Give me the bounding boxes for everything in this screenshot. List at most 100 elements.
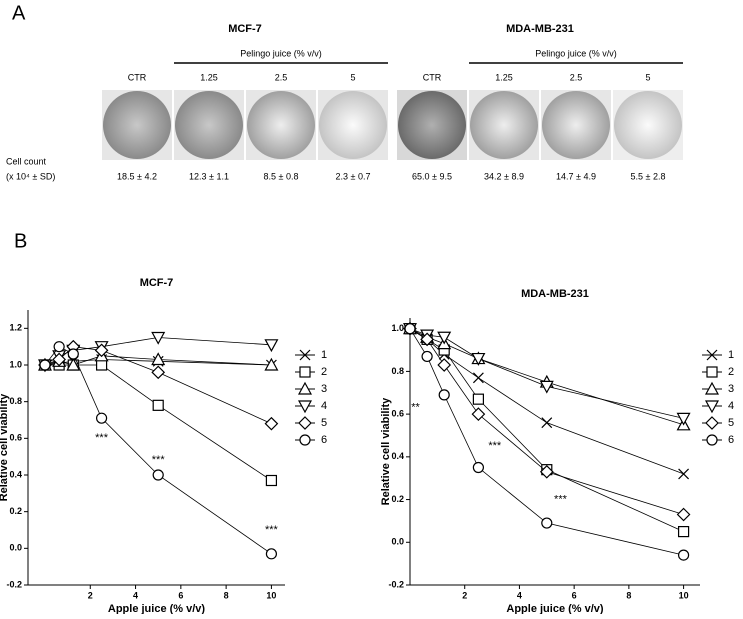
- group-label: Pelingo juice (% v/v): [535, 48, 617, 58]
- marker: [265, 474, 278, 487]
- column-label: CTR: [423, 72, 442, 82]
- annotation: **: [411, 402, 420, 414]
- cell-count: 12.3 ± 1.1: [189, 171, 229, 181]
- marker: [298, 416, 312, 430]
- marker: [53, 341, 65, 353]
- marker: [420, 332, 434, 347]
- panel-label: B: [14, 230, 27, 252]
- marker: [704, 400, 720, 414]
- marker: [67, 348, 79, 360]
- column-label: 2.5: [275, 72, 288, 82]
- legend-label: 5: [728, 417, 734, 429]
- marker: [677, 525, 690, 538]
- annotation: ***: [265, 524, 279, 536]
- x-tick-label: 2: [88, 590, 93, 600]
- row-label: (x 10⁴ ± SD): [6, 171, 55, 181]
- column-label: CTR: [128, 72, 147, 82]
- marker: [94, 343, 109, 358]
- group-label: Pelingo juice (% v/v): [240, 48, 322, 58]
- legend-label: 5: [321, 417, 327, 429]
- y-tick-label: 0.6: [391, 408, 404, 418]
- cell-count: 65.0 ± 9.5: [412, 171, 452, 181]
- marker: [66, 357, 81, 371]
- cell-count: 5.5 ± 2.8: [631, 171, 666, 181]
- marker: [297, 400, 313, 414]
- marker: [706, 349, 718, 361]
- marker: [95, 359, 108, 371]
- marker: [299, 434, 311, 446]
- marker: [676, 412, 691, 426]
- chart-title: MDA-MB-231: [521, 288, 589, 300]
- marker: [678, 468, 690, 480]
- x-tick-label: 8: [626, 590, 631, 600]
- marker: [471, 407, 486, 421]
- marker: [705, 416, 719, 430]
- marker: [539, 464, 554, 479]
- marker: [437, 331, 452, 345]
- x-tick-label: 10: [679, 590, 689, 600]
- series-line: [409, 328, 684, 419]
- series-line: [409, 328, 684, 515]
- x-tick-label: 6: [572, 590, 577, 600]
- column-label: 5: [350, 72, 355, 82]
- cell-count: 8.5 ± 0.8: [264, 171, 299, 181]
- y-tick-label: 0.2: [9, 506, 22, 516]
- legend-label: 4: [321, 400, 327, 412]
- cell-count: 2.3 ± 0.7: [336, 171, 371, 181]
- cell-count: 14.7 ± 4.9: [556, 171, 596, 181]
- x-tick-label: 10: [266, 590, 276, 600]
- series-line: [409, 328, 684, 475]
- legend-label: 3: [321, 383, 327, 395]
- marker: [704, 381, 720, 395]
- marker: [421, 350, 433, 363]
- marker: [265, 548, 278, 560]
- marker: [471, 352, 486, 366]
- legend-label: 2: [728, 366, 734, 378]
- row-label: Cell count: [6, 156, 47, 166]
- marker: [151, 352, 166, 366]
- plate-photos: [102, 90, 683, 160]
- y-tick-label: 0.0: [391, 537, 404, 547]
- y-tick-label: 1.0: [9, 359, 22, 369]
- marker: [541, 517, 553, 529]
- marker: [152, 399, 164, 411]
- marker: [264, 339, 279, 353]
- annotation: ***: [554, 493, 568, 505]
- panel-title: MDA-MB-231: [506, 23, 574, 35]
- marker: [152, 469, 164, 481]
- column-label: 1.25: [495, 72, 513, 82]
- marker: [541, 417, 553, 429]
- marker: [151, 331, 166, 345]
- legend-label: 4: [728, 400, 734, 412]
- x-tick-label: 8: [224, 590, 229, 600]
- legend-label: 6: [728, 434, 734, 446]
- marker: [472, 393, 484, 405]
- annotation: ***: [95, 432, 109, 444]
- annotation: ***: [152, 454, 166, 466]
- marker: [472, 461, 484, 474]
- marker: [706, 434, 718, 446]
- legend-label: 1: [321, 349, 327, 361]
- cell-count: 34.2 ± 8.9: [484, 171, 524, 181]
- marker: [95, 412, 108, 424]
- panel-label: A: [12, 2, 26, 24]
- column-label: 5: [645, 72, 650, 82]
- cell-count: 18.5 ± 4.2: [117, 171, 157, 181]
- marker: [39, 359, 51, 371]
- legend-label: 1: [728, 349, 734, 361]
- legend-label: 3: [728, 383, 734, 395]
- y-tick-label: 1.2: [9, 323, 22, 333]
- y-tick-label: 0.2: [391, 494, 404, 504]
- marker: [264, 416, 279, 431]
- marker: [52, 352, 66, 367]
- panel-title: MCF-7: [228, 23, 262, 35]
- y-tick-label: 0.6: [9, 433, 22, 443]
- marker: [299, 349, 311, 361]
- y-axis-label: Relative cell viability: [380, 397, 392, 505]
- marker: [539, 380, 554, 394]
- marker: [151, 365, 166, 380]
- column-label: 2.5: [570, 72, 583, 82]
- x-tick-label: 4: [133, 590, 138, 600]
- y-tick-label: 0.0: [9, 543, 22, 553]
